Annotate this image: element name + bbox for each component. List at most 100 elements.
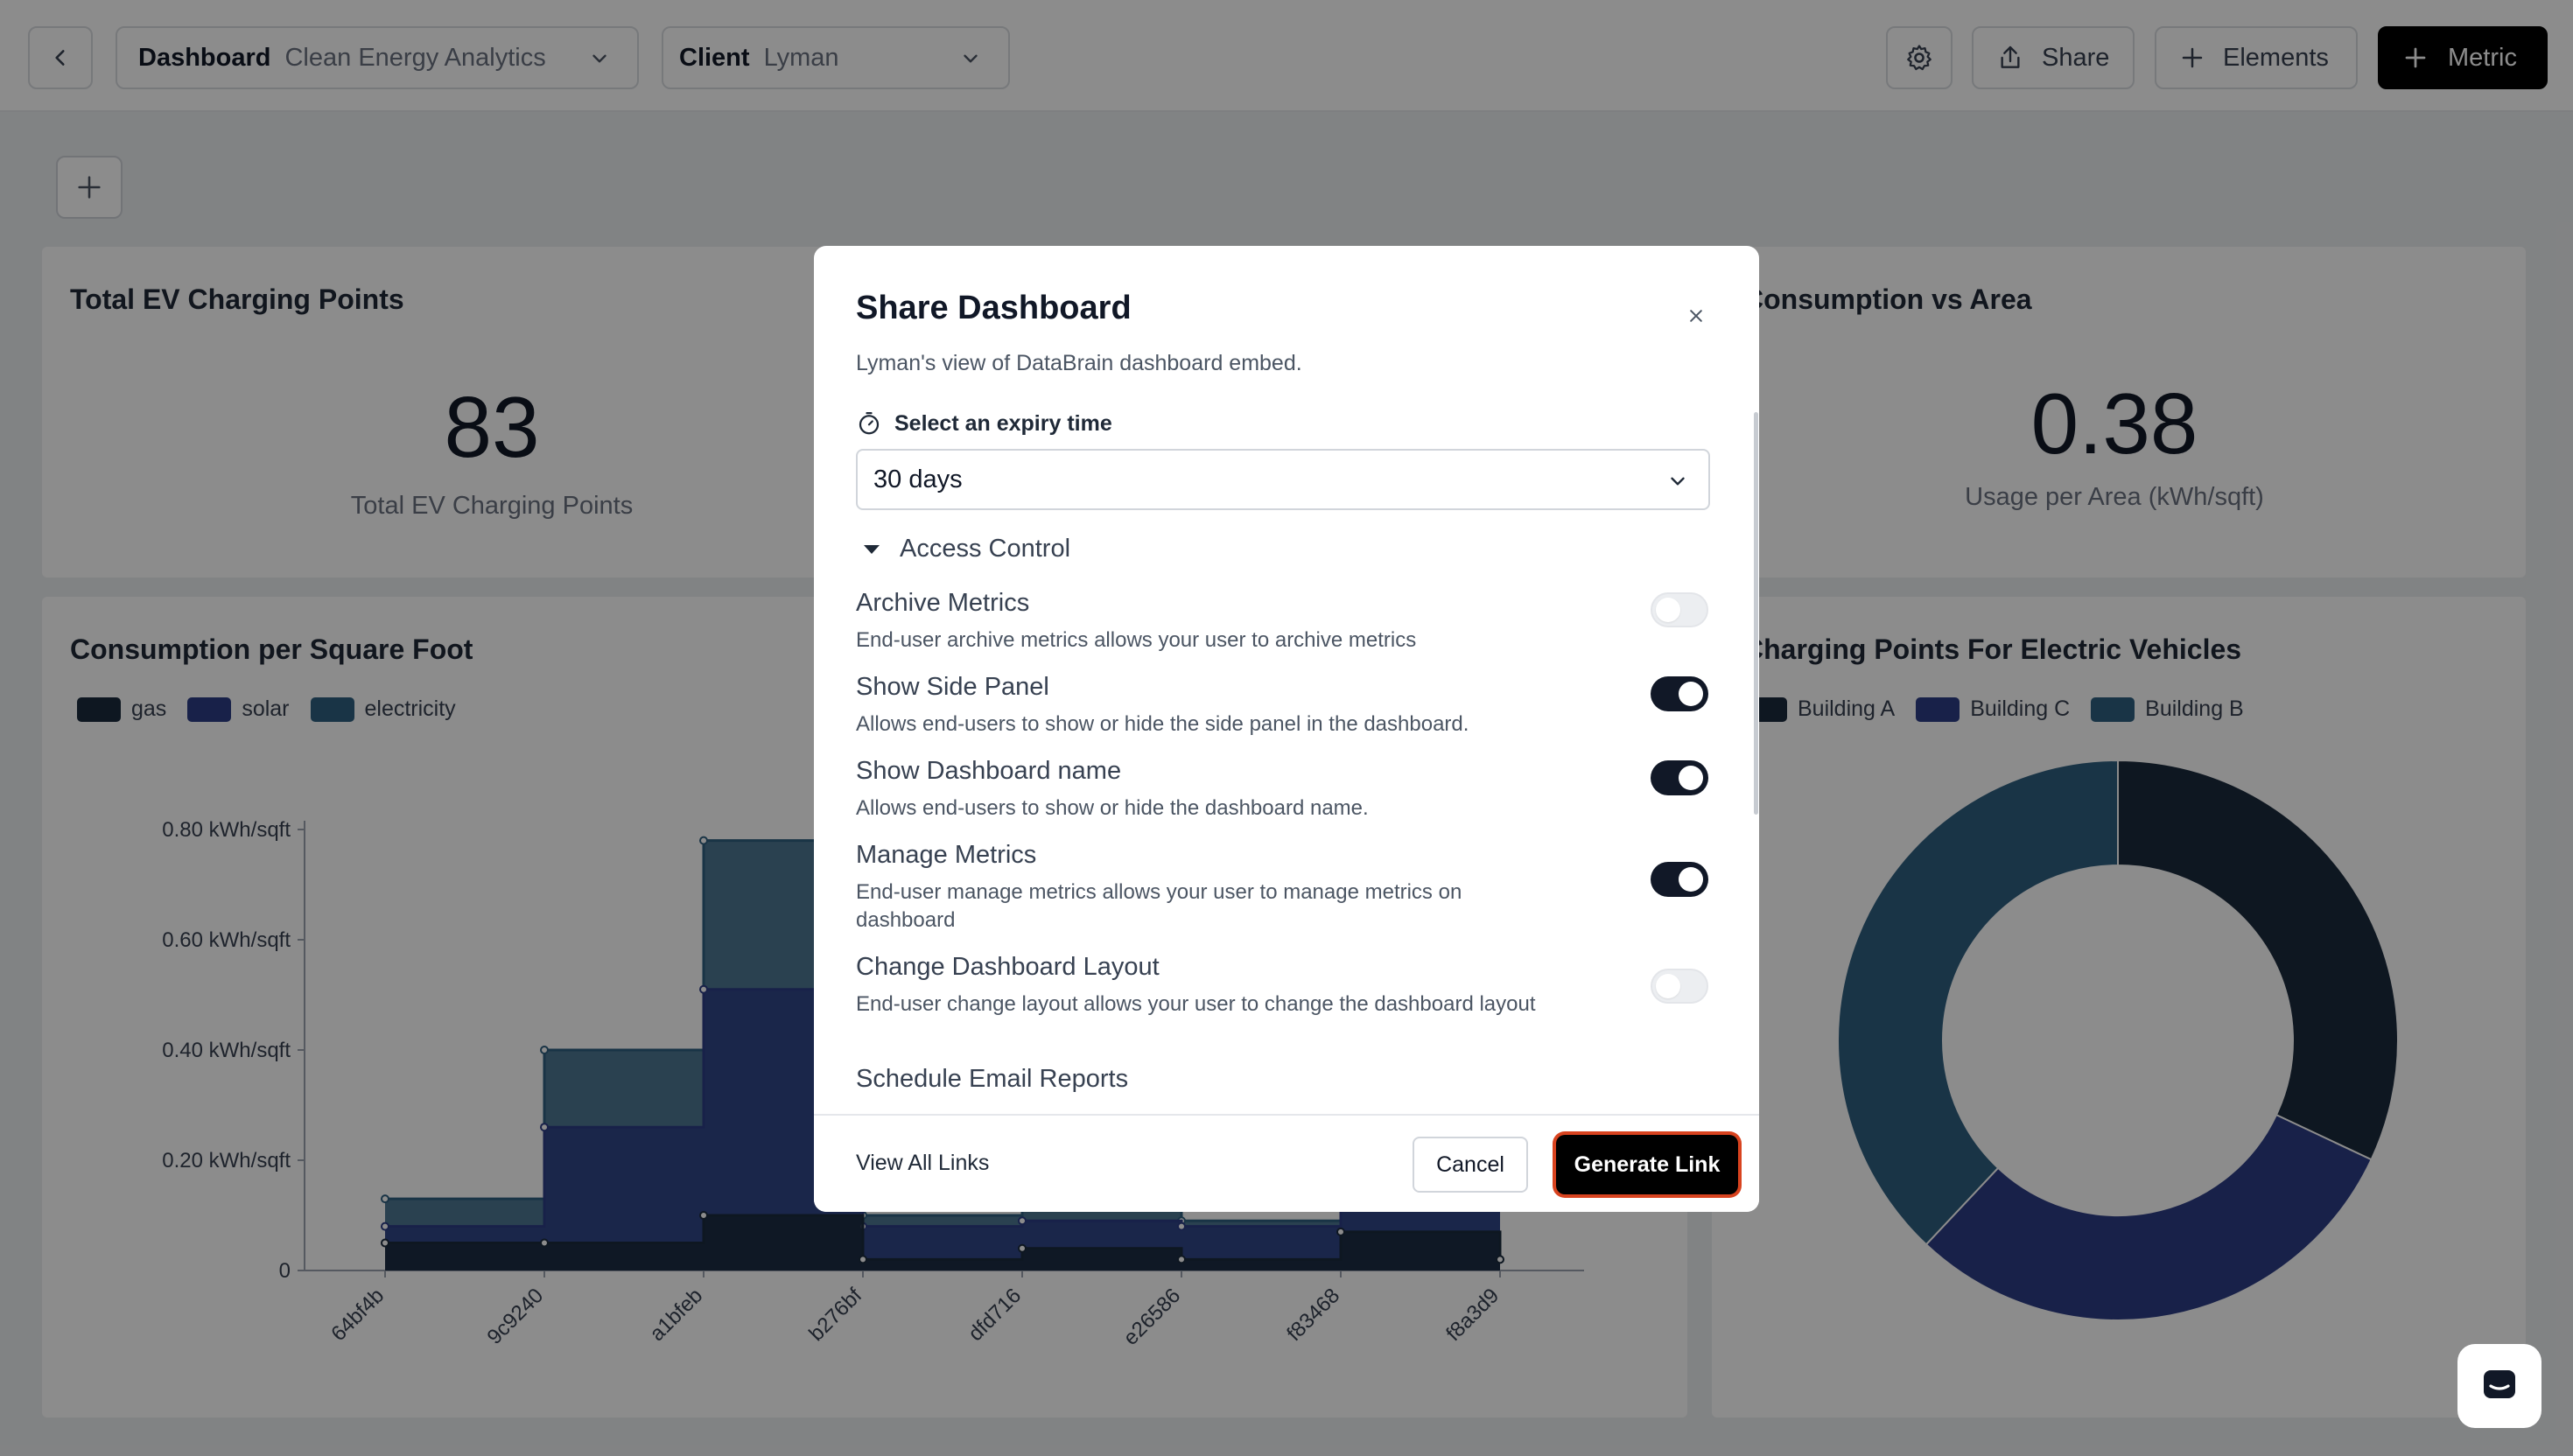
legend-item[interactable]: gas	[77, 696, 166, 722]
point-solar	[1018, 1216, 1027, 1226]
legend-label: Building B	[2145, 696, 2244, 721]
y-tick-label: 0.20 kWh/sqft	[162, 1149, 291, 1172]
chevron-down-icon	[1671, 477, 1685, 486]
point-electricity	[381, 1194, 389, 1204]
dashboard-select-label: Dashboard	[138, 43, 271, 72]
close-button[interactable]	[1679, 298, 1714, 333]
legend-label: electricity	[364, 696, 456, 721]
setting-title: Schedule Email Reports	[856, 1065, 1129, 1093]
legend-label: solar	[242, 696, 290, 721]
setting-show-dashboard-name: Show Dashboard name Allows end-users to …	[856, 757, 1696, 822]
setting-description: End-user archive metrics allows your use…	[856, 628, 1417, 652]
caret-down-icon	[864, 544, 880, 554]
legend-swatch	[310, 696, 354, 722]
legend-label: Building C	[1970, 696, 2071, 721]
point-solar	[540, 1123, 549, 1132]
elements-button[interactable]: Elements	[2155, 26, 2358, 89]
setting-title: Archive Metrics	[856, 589, 1030, 617]
donut-slice-building-b	[1837, 759, 2119, 1246]
share-dashboard-modal: Share Dashboard Lyman's view of DataBrai…	[814, 246, 1759, 1212]
point-solar	[1177, 1222, 1186, 1231]
modal-footer: View All Links Cancel Generate Link	[814, 1114, 1759, 1212]
legend-label: gas	[131, 696, 167, 721]
manage-metrics-switch[interactable]	[1651, 862, 1708, 897]
gear-icon	[1907, 45, 1932, 71]
point-gas	[1336, 1227, 1345, 1236]
top-bar: Dashboard Clean Energy Analytics Client …	[0, 0, 2573, 112]
share-button-label: Share	[2042, 43, 2110, 72]
timer-icon	[859, 412, 880, 435]
share-icon	[2001, 46, 2020, 68]
expiry-select-value: 30 days	[873, 465, 963, 494]
access-settings-list: Archive Metrics End-user archive metrics…	[814, 570, 1759, 1212]
point-gas	[859, 1255, 867, 1264]
consumption-sqft-legend: gas solar electricity	[77, 696, 477, 722]
modal-scrollbar[interactable]	[1754, 412, 1758, 815]
point-solar	[699, 984, 708, 994]
dashboard-select-value: Clean Energy Analytics	[284, 43, 546, 72]
back-button[interactable]	[28, 26, 93, 89]
expiry-select[interactable]: 30 days	[856, 449, 1710, 510]
point-gas	[699, 1211, 708, 1220]
ev-points-subtitle: Total EV Charging Points	[350, 492, 634, 520]
close-icon	[1690, 310, 1702, 322]
ev-points-title: Total EV Charging Points	[70, 284, 404, 315]
access-control-label: Access Control	[900, 535, 1071, 563]
generate-link-button[interactable]: Generate Link	[1556, 1135, 1738, 1194]
archive-metrics-switch[interactable]	[1651, 592, 1708, 627]
ev-points-value: 83	[444, 379, 540, 475]
chat-support-button[interactable]	[2457, 1344, 2541, 1428]
legend-item[interactable]: solar	[187, 696, 290, 722]
settings-button[interactable]	[1886, 26, 1953, 89]
show-dashboard-name-switch[interactable]	[1651, 760, 1708, 795]
legend-swatch	[1916, 696, 1960, 722]
setting-archive-metrics: Archive Metrics End-user archive metrics…	[856, 589, 1696, 654]
legend-item[interactable]: Building B	[2091, 696, 2244, 722]
share-button[interactable]: Share	[1972, 26, 2135, 89]
client-select-label: Client	[679, 43, 750, 72]
point-gas	[1177, 1255, 1186, 1264]
point-electricity	[699, 836, 708, 845]
charging-points-card: Charging Points For Electric Vehicles Bu…	[1712, 597, 2526, 1418]
setting-description: Allows end-users to show or hide the das…	[856, 796, 1369, 820]
legend-swatch	[2091, 696, 2135, 722]
setting-title: Show Dashboard name	[856, 757, 1122, 785]
change-layout-switch[interactable]	[1651, 969, 1708, 1004]
consumption-sqft-title: Consumption per Square Foot	[70, 634, 473, 665]
switch-knob	[1679, 766, 1703, 790]
consumption-area-card: Consumption vs Area 0.38 Usage per Area …	[1712, 247, 2526, 578]
client-select[interactable]: Client Lyman	[662, 26, 1010, 89]
point-gas	[540, 1238, 549, 1248]
donut-slice-building-c	[1924, 1113, 2373, 1321]
modal-title: Share Dashboard	[856, 290, 1132, 326]
dashboard-select[interactable]: Dashboard Clean Energy Analytics	[116, 26, 639, 89]
modal-description: Lyman's view of DataBrain dashboard embe…	[856, 351, 1302, 375]
chevron-down-icon	[592, 54, 606, 63]
y-tick-label: 0	[279, 1259, 291, 1283]
setting-change-layout: Change Dashboard Layout End-user change …	[856, 953, 1696, 1018]
access-control-toggle[interactable]: Access Control	[863, 535, 1070, 564]
setting-description: End-user manage metrics allows your user…	[856, 880, 1462, 932]
view-all-links[interactable]: View All Links	[856, 1151, 990, 1175]
expiry-label-text: Select an expiry time	[894, 410, 1112, 436]
consumption-sqft-chart: 0 0.20 kWh/sqft 0.40 kWh/sqft 0.60 kWh/sqft…	[162, 818, 1584, 1350]
setting-title: Manage Metrics	[856, 841, 1037, 869]
switch-knob	[1656, 974, 1680, 998]
legend-item[interactable]: Building C	[1916, 696, 2070, 722]
cancel-button[interactable]: Cancel	[1413, 1137, 1528, 1193]
setting-description: Allows end-users to show or hide the sid…	[856, 712, 1469, 736]
point-electricity	[540, 1046, 549, 1054]
setting-description: End-user change layout allows your user …	[856, 992, 1536, 1016]
consumption-area-subtitle: Usage per Area (kWh/sqft)	[1965, 483, 2264, 511]
legend-swatch	[187, 696, 232, 722]
add-element-button[interactable]	[56, 156, 123, 219]
setting-show-side-panel: Show Side Panel Allows end-users to show…	[856, 673, 1696, 738]
add-metric-button[interactable]: Metric	[2378, 26, 2548, 89]
y-tick-label: 0.60 kWh/sqft	[162, 928, 291, 952]
line-gas	[385, 1214, 1502, 1261]
show-side-panel-switch[interactable]	[1651, 676, 1708, 711]
chevron-left-icon	[55, 50, 65, 66]
legend-item[interactable]: electricity	[310, 696, 456, 722]
y-tick-label: 0.80 kWh/sqft	[162, 818, 291, 842]
plus-icon	[2405, 47, 2426, 68]
